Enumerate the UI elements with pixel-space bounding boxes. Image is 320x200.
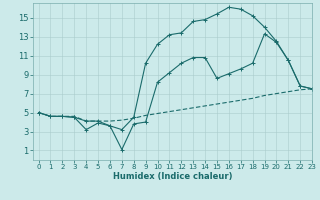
X-axis label: Humidex (Indice chaleur): Humidex (Indice chaleur) bbox=[113, 172, 232, 181]
